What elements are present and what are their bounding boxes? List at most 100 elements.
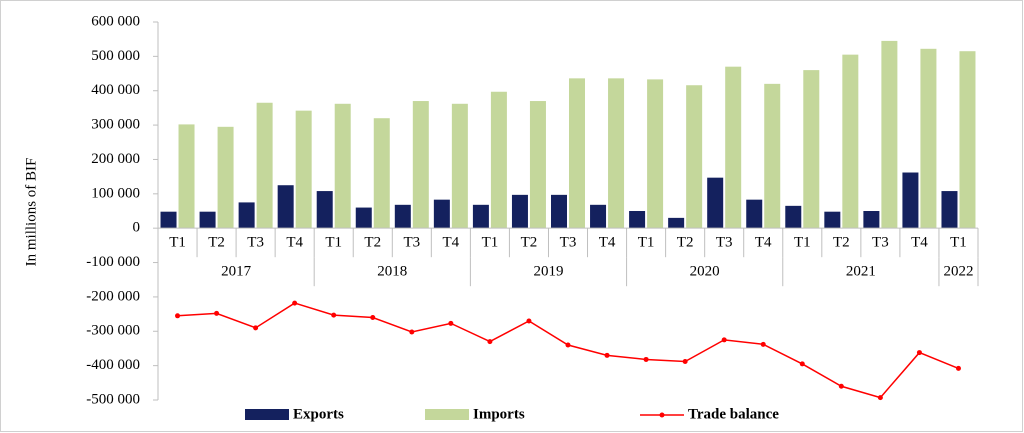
bar bbox=[412, 101, 429, 229]
bar bbox=[725, 66, 742, 229]
x-tick-label: T3 bbox=[247, 235, 264, 251]
x-tick-label: T3 bbox=[403, 235, 420, 251]
x-group-label: 2020 bbox=[690, 264, 720, 280]
x-group-label: 2019 bbox=[533, 264, 563, 280]
x-tick-label: T3 bbox=[872, 235, 889, 251]
bar bbox=[668, 217, 685, 229]
y-tick-label: 400 000 bbox=[91, 82, 140, 98]
x-tick-label: T4 bbox=[911, 235, 928, 251]
line-marker bbox=[448, 320, 454, 326]
bar bbox=[881, 40, 898, 229]
line-marker bbox=[877, 395, 883, 401]
bar bbox=[785, 205, 802, 229]
line-marker bbox=[253, 325, 259, 331]
x-group-label: 2018 bbox=[377, 264, 407, 280]
line-marker bbox=[526, 318, 532, 324]
x-group-label: 2022 bbox=[943, 264, 973, 280]
x-tick-label: T1 bbox=[794, 235, 811, 251]
legend-label: Imports bbox=[473, 406, 525, 422]
bar bbox=[472, 204, 489, 229]
bar bbox=[569, 78, 585, 229]
y-tick-label: -500 000 bbox=[86, 391, 140, 407]
x-tick-label: T2 bbox=[364, 235, 381, 251]
bar bbox=[764, 83, 781, 229]
bar bbox=[178, 124, 195, 229]
bar bbox=[551, 194, 567, 229]
x-tick-label: T3 bbox=[560, 235, 577, 251]
line-marker bbox=[370, 315, 376, 321]
line-marker bbox=[487, 339, 493, 345]
x-tick-label: T1 bbox=[950, 235, 967, 251]
bar bbox=[746, 199, 763, 229]
y-tick-label: -100 000 bbox=[86, 254, 140, 270]
bar bbox=[529, 101, 546, 229]
line-marker bbox=[565, 342, 571, 348]
bar bbox=[295, 110, 312, 229]
line-marker bbox=[838, 383, 844, 389]
x-tick-label: T4 bbox=[286, 235, 303, 251]
x-group-label: 2017 bbox=[221, 264, 252, 280]
x-tick-label: T2 bbox=[677, 235, 694, 251]
x-tick-label: T2 bbox=[521, 235, 538, 251]
line-marker bbox=[604, 352, 610, 358]
bar bbox=[863, 211, 880, 229]
bar bbox=[803, 70, 820, 229]
x-tick-label: T4 bbox=[599, 235, 616, 251]
x-group-label: 2021 bbox=[846, 264, 876, 280]
x-tick-label: T1 bbox=[325, 235, 342, 251]
bar bbox=[920, 48, 937, 229]
bar bbox=[590, 204, 607, 229]
y-tick-label: -300 000 bbox=[86, 323, 140, 339]
x-tick-label: T2 bbox=[833, 235, 850, 251]
bar bbox=[355, 207, 372, 229]
bar bbox=[902, 172, 919, 229]
line-marker bbox=[292, 300, 298, 306]
y-tick-label: -200 000 bbox=[86, 288, 140, 304]
y-tick-label: 500 000 bbox=[91, 48, 140, 64]
line-marker bbox=[682, 359, 688, 365]
line-marker bbox=[331, 312, 337, 318]
bar bbox=[394, 204, 411, 229]
bar bbox=[511, 194, 528, 229]
bar bbox=[608, 78, 625, 229]
y-tick-label: 600 000 bbox=[91, 13, 140, 29]
line-marker bbox=[175, 313, 181, 319]
bar bbox=[373, 118, 390, 229]
line-marker bbox=[955, 365, 961, 371]
x-tick-label: T4 bbox=[755, 235, 772, 251]
line-marker bbox=[214, 310, 220, 316]
bar bbox=[707, 177, 724, 229]
x-tick-label: T2 bbox=[208, 235, 225, 251]
line-marker bbox=[760, 341, 766, 347]
y-tick-label: 0 bbox=[133, 220, 141, 236]
y-tick-label: 200 000 bbox=[91, 151, 140, 167]
bar bbox=[842, 54, 859, 229]
line-marker bbox=[799, 361, 805, 367]
bar bbox=[941, 191, 958, 229]
y-tick-label: 300 000 bbox=[91, 117, 140, 133]
bar bbox=[277, 185, 294, 229]
bar bbox=[199, 211, 216, 229]
x-tick-label: T1 bbox=[169, 235, 186, 251]
line-marker bbox=[643, 356, 649, 362]
bar bbox=[160, 211, 177, 229]
bar bbox=[433, 199, 450, 229]
bar bbox=[316, 191, 333, 229]
bar bbox=[256, 102, 273, 229]
y-tick-label: 100 000 bbox=[91, 185, 140, 201]
bar bbox=[647, 79, 664, 229]
bar bbox=[334, 103, 351, 229]
x-tick-label: T4 bbox=[443, 235, 460, 251]
bar bbox=[959, 51, 976, 229]
x-tick-label: T1 bbox=[482, 235, 499, 251]
line-marker bbox=[409, 329, 415, 335]
x-tick-label: T3 bbox=[716, 235, 733, 251]
bar bbox=[629, 211, 646, 229]
y-tick-label: -400 000 bbox=[86, 357, 140, 373]
line-marker bbox=[721, 337, 727, 343]
legend-label: Exports bbox=[293, 406, 344, 422]
line-marker bbox=[916, 350, 922, 356]
legend-label: Trade balance bbox=[688, 406, 779, 422]
